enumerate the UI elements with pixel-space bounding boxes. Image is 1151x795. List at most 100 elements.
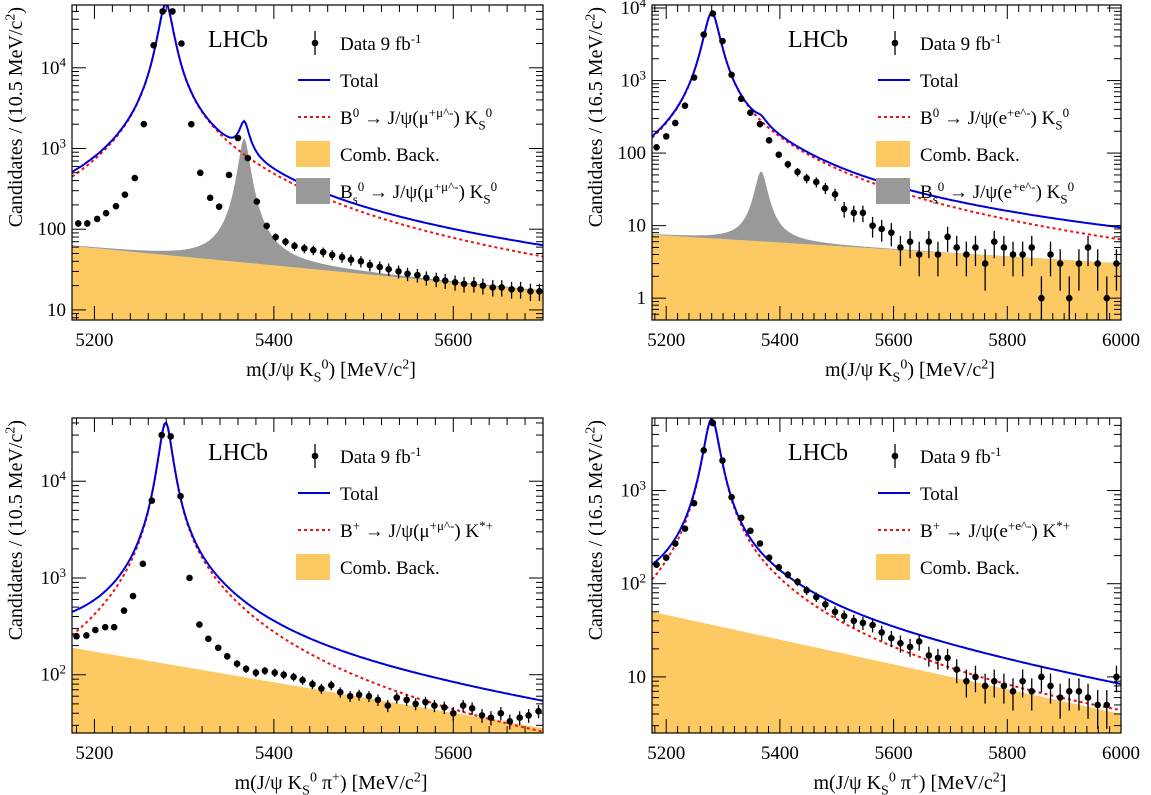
comb-background-area xyxy=(652,234,1121,320)
data-point xyxy=(953,659,961,684)
data-point xyxy=(1047,241,1054,277)
data-point xyxy=(859,205,867,223)
legend-label: Data 9 fb-1 xyxy=(340,444,422,468)
data-point xyxy=(1000,235,1008,267)
data-point xyxy=(177,492,184,500)
data-point xyxy=(972,665,979,693)
x-tick-label: 5200 xyxy=(75,330,113,351)
data-point xyxy=(393,692,401,704)
data-point xyxy=(869,618,876,633)
data-point xyxy=(517,281,524,299)
data-point xyxy=(470,276,478,293)
y-tick-label: 100 xyxy=(38,219,67,240)
data-point xyxy=(850,614,858,628)
data-point xyxy=(468,702,476,716)
data-point xyxy=(508,281,515,299)
x-axis-label: m(J/ψ KS0) [MeV/c2] xyxy=(825,357,995,385)
data-point xyxy=(347,254,355,266)
x-tick-label: 6000 xyxy=(1102,330,1140,351)
data-point xyxy=(121,191,129,198)
data-point xyxy=(336,687,344,698)
data-point xyxy=(280,670,288,680)
data-point xyxy=(233,660,241,668)
data-point xyxy=(944,648,951,670)
data-point xyxy=(925,646,933,667)
y-axis-label: Candidates / (16.5 MeV/c2) xyxy=(583,420,607,640)
y-tick-label: 102 xyxy=(621,570,647,594)
data-point xyxy=(1075,249,1083,291)
data-point xyxy=(1056,249,1064,291)
data-point xyxy=(506,714,514,730)
legend-label: B0 → J/ψ(μ+μ^-) KS0 xyxy=(340,105,492,133)
data-point xyxy=(690,499,698,507)
y-tick-label: 104 xyxy=(41,468,67,492)
data-point xyxy=(366,259,374,272)
y-axis-label: Candidates / (10.5 MeV/c2) xyxy=(3,420,27,640)
y-tick-label: 104 xyxy=(41,55,67,79)
data-point xyxy=(747,527,754,535)
data-point xyxy=(131,174,139,182)
data-point xyxy=(525,709,532,723)
legend-label: Comb. Back. xyxy=(920,145,1020,166)
data-point xyxy=(242,665,250,673)
x-axis-label: m(J/ψ KS0 π+) [MeV/c2] xyxy=(814,770,1007,795)
data-point xyxy=(102,209,110,217)
data-point xyxy=(784,571,792,579)
data-point xyxy=(129,592,137,600)
data-point xyxy=(355,689,363,701)
total-curve xyxy=(652,418,1121,685)
legend-entry-comb: Comb. Back. xyxy=(296,554,440,580)
plot-frame xyxy=(651,417,1122,734)
data-point xyxy=(906,638,914,657)
data-point xyxy=(963,241,970,277)
legend-entry-total: Total xyxy=(298,484,379,505)
experiment-label: LHCb xyxy=(208,27,268,53)
data-point xyxy=(822,599,829,610)
plot-frame xyxy=(651,4,1122,321)
legend-label: Data 9 fb-1 xyxy=(340,31,422,55)
legend-entry-bs: Bs0 → J/ψ(μ+μ^-) KS0 xyxy=(296,178,497,206)
data-point xyxy=(112,202,120,210)
data-point xyxy=(1065,276,1073,320)
data-point xyxy=(990,669,998,698)
data-point xyxy=(527,283,534,302)
data-point xyxy=(700,31,708,38)
data-point xyxy=(159,8,166,15)
data-point xyxy=(1094,249,1101,291)
data-point xyxy=(327,680,335,691)
data-point xyxy=(1113,665,1120,693)
x-tick-label: 5200 xyxy=(647,330,685,351)
data-point xyxy=(223,653,231,660)
panel-bottom-right: 5200 5400 5600 5800 6000 10 102 103 m(J/ψ KS0 π+… xyxy=(583,417,1140,795)
data-point xyxy=(681,102,689,109)
legend-label: Bs0 → J/ψ(μ+μ^-) KS0 xyxy=(340,179,497,207)
legend-entry-signal: B0 → J/ψ(e+e^-) KS0 xyxy=(878,105,1069,132)
data-point xyxy=(1065,678,1073,711)
data-point xyxy=(1084,235,1092,267)
data-point xyxy=(869,216,876,238)
data-point xyxy=(441,274,449,289)
data-point xyxy=(479,278,487,295)
data-point xyxy=(404,267,411,282)
legend-label: B+ → J/ψ(μ+μ^-) K*+ xyxy=(340,518,493,542)
legend-label: Data 9 fb-1 xyxy=(920,444,1002,468)
data-point xyxy=(972,235,979,267)
panel-top-left: 5200 5400 5600 10 100 103 104 m(J/ψ KS0) [MeV/c… xyxy=(3,4,544,386)
data-point xyxy=(272,233,279,242)
x-tick-label: 5400 xyxy=(255,743,293,764)
data-point xyxy=(346,691,354,703)
data-point xyxy=(225,171,233,179)
data-point xyxy=(1019,241,1026,277)
data-point xyxy=(934,648,942,670)
data-point xyxy=(1009,241,1017,277)
data-point xyxy=(291,241,298,251)
data-point xyxy=(319,247,327,258)
data-point xyxy=(205,635,212,643)
x-tick-label: 6000 xyxy=(1102,743,1140,764)
comb-background-area xyxy=(72,647,543,733)
data-point xyxy=(498,280,506,297)
data-point xyxy=(516,711,523,726)
data-point xyxy=(794,577,801,586)
data-point xyxy=(206,194,214,202)
x-tick-label: 5600 xyxy=(434,330,472,351)
